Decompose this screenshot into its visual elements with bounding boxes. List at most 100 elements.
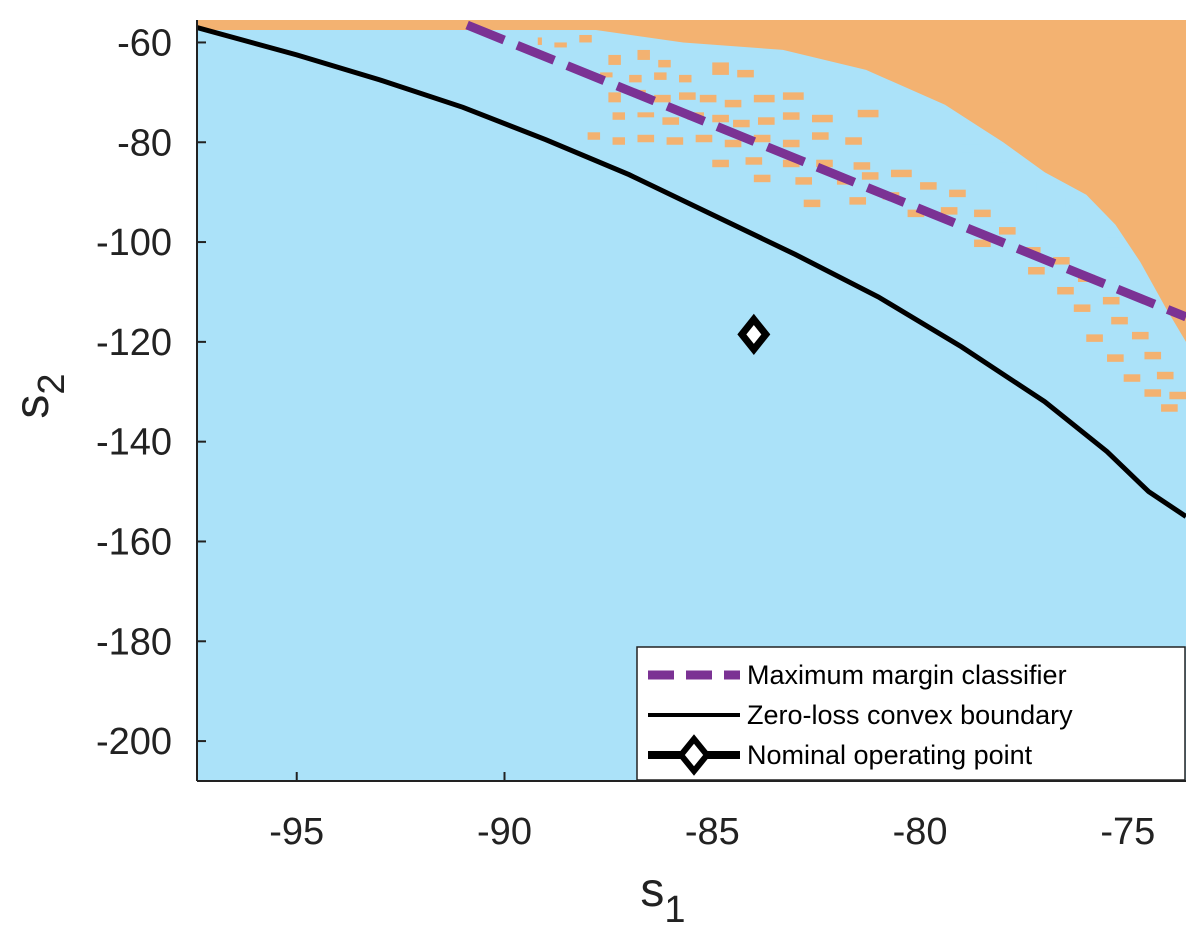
- infeasible-patch: [1131, 331, 1149, 340]
- infeasible-patch: [612, 137, 626, 145]
- x-tick-label: -90: [477, 811, 532, 853]
- infeasible-patch: [795, 177, 813, 185]
- x-tick-label: -80: [893, 811, 948, 853]
- infeasible-patch: [753, 174, 771, 183]
- feasible-hole: [961, 144, 983, 153]
- infeasible-patch: [629, 74, 642, 83]
- infeasible-patch: [999, 227, 1016, 235]
- infeasible-patch: [679, 92, 696, 100]
- legend: Maximum margin classifier Zero-loss conv…: [636, 646, 1186, 781]
- series-max-margin-line: [465, 20, 1186, 322]
- infeasible-patch: [920, 182, 937, 190]
- infeasible-patch: [1161, 404, 1178, 412]
- infeasible-patch: [745, 157, 763, 165]
- infeasible-patch: [753, 134, 771, 143]
- infeasible-patch: [699, 94, 717, 103]
- infeasible-patch: [666, 137, 684, 145]
- infeasible-patch: [658, 59, 671, 68]
- legend-label-max-margin: Maximum margin classifier: [747, 660, 1067, 690]
- x-axis-label-main: s: [640, 864, 664, 917]
- infeasible-patch: [1102, 296, 1120, 305]
- y-tick-label: -120: [96, 322, 172, 364]
- infeasible-patch: [712, 62, 729, 75]
- infeasible-patch: [782, 139, 800, 148]
- infeasible-patch: [608, 54, 621, 65]
- infeasible-patch: [712, 159, 729, 168]
- infeasible-patch: [579, 34, 592, 43]
- feasible-hole: [1077, 217, 1095, 228]
- infeasible-patch: [600, 72, 613, 78]
- y-tick-label: -80: [117, 122, 172, 164]
- series-zero-loss-boundary: [197, 25, 1186, 519]
- infeasible-patch: [974, 209, 991, 218]
- infeasible-patch: [724, 99, 742, 108]
- infeasible-patch: [857, 109, 879, 118]
- infeasible-patch: [1156, 371, 1174, 380]
- y-tick-label: -60: [117, 22, 172, 64]
- y-axis-label-sub: 2: [31, 373, 73, 394]
- y-tick-label: -160: [96, 521, 172, 563]
- y-tick-label: -140: [96, 422, 172, 464]
- infeasible-patch: [803, 199, 821, 208]
- x-axis-label: s1: [640, 864, 685, 931]
- infeasible-patch: [861, 172, 879, 180]
- infeasible-patch: [712, 114, 729, 123]
- infeasible-patch: [1053, 257, 1070, 265]
- infeasible-patch: [679, 74, 692, 83]
- infeasible-patch: [695, 134, 713, 143]
- infeasible-patch: [1123, 374, 1141, 382]
- legend-swatch-nominal-diamond: [677, 734, 711, 776]
- legend-label-zero-loss: Zero-loss convex boundary: [747, 700, 1073, 730]
- infeasible-patch: [1144, 351, 1162, 360]
- infeasible-patch: [782, 159, 800, 168]
- feasible-hole: [1048, 197, 1066, 208]
- infeasible-patch: [733, 119, 750, 128]
- infeasible-patch: [890, 169, 912, 178]
- infeasible-patch: [753, 94, 775, 103]
- y-tick-label: -200: [96, 721, 172, 763]
- infeasible-patch: [724, 139, 742, 148]
- infeasible-patch: [1169, 391, 1186, 400]
- infeasible-patch: [812, 132, 829, 140]
- infeasible-patch: [757, 117, 775, 125]
- ticks: -95 -90 -85 -80 -75 -60 -80 -100 -120 -140 -160 -18…: [96, 22, 1155, 853]
- infeasible-patch: [845, 137, 862, 145]
- infeasible-patch: [1144, 389, 1162, 397]
- infeasible-patch: [782, 92, 804, 100]
- infeasible-patch: [812, 114, 833, 123]
- infeasible-patch: [637, 49, 650, 60]
- infeasible-patch: [907, 209, 925, 218]
- infeasible-patch: [849, 197, 867, 205]
- x-tick-label: -85: [685, 811, 740, 853]
- infeasible-patch: [853, 162, 871, 170]
- y-axis-label-main: s: [6, 395, 59, 419]
- feasible-hole: [1107, 237, 1124, 248]
- x-axis-label-sub: 1: [664, 889, 685, 931]
- infeasible-patch: [537, 37, 542, 45]
- infeasible-patch: [1107, 354, 1124, 362]
- infeasible-patch: [637, 134, 655, 143]
- infeasible-patch: [554, 42, 567, 48]
- infeasible-region: [197, 20, 1186, 342]
- feasible-hole: [990, 162, 1008, 173]
- x-tick-label: -95: [269, 811, 324, 853]
- feasible-hole: [1019, 182, 1037, 193]
- infeasible-patch: [1073, 304, 1091, 312]
- y-tick-label: -100: [96, 222, 172, 264]
- infeasible-patch: [608, 92, 621, 103]
- infeasible-patch: [974, 239, 991, 248]
- infeasible-patch: [949, 189, 966, 198]
- infeasible-patch: [1111, 316, 1128, 325]
- x-tick-label: -75: [1100, 811, 1155, 853]
- infeasible-patch: [1057, 286, 1074, 295]
- infeasible-patch: [662, 117, 680, 125]
- infeasible-patch: [782, 112, 800, 120]
- infeasible-patch: [940, 207, 958, 215]
- infeasible-patch: [1086, 334, 1103, 342]
- y-axis-label: s2: [6, 373, 73, 418]
- infeasible-patch: [737, 69, 754, 78]
- axes: [196, 20, 1186, 782]
- infeasible-patch: [612, 112, 626, 120]
- infeasible-patch: [654, 72, 667, 80]
